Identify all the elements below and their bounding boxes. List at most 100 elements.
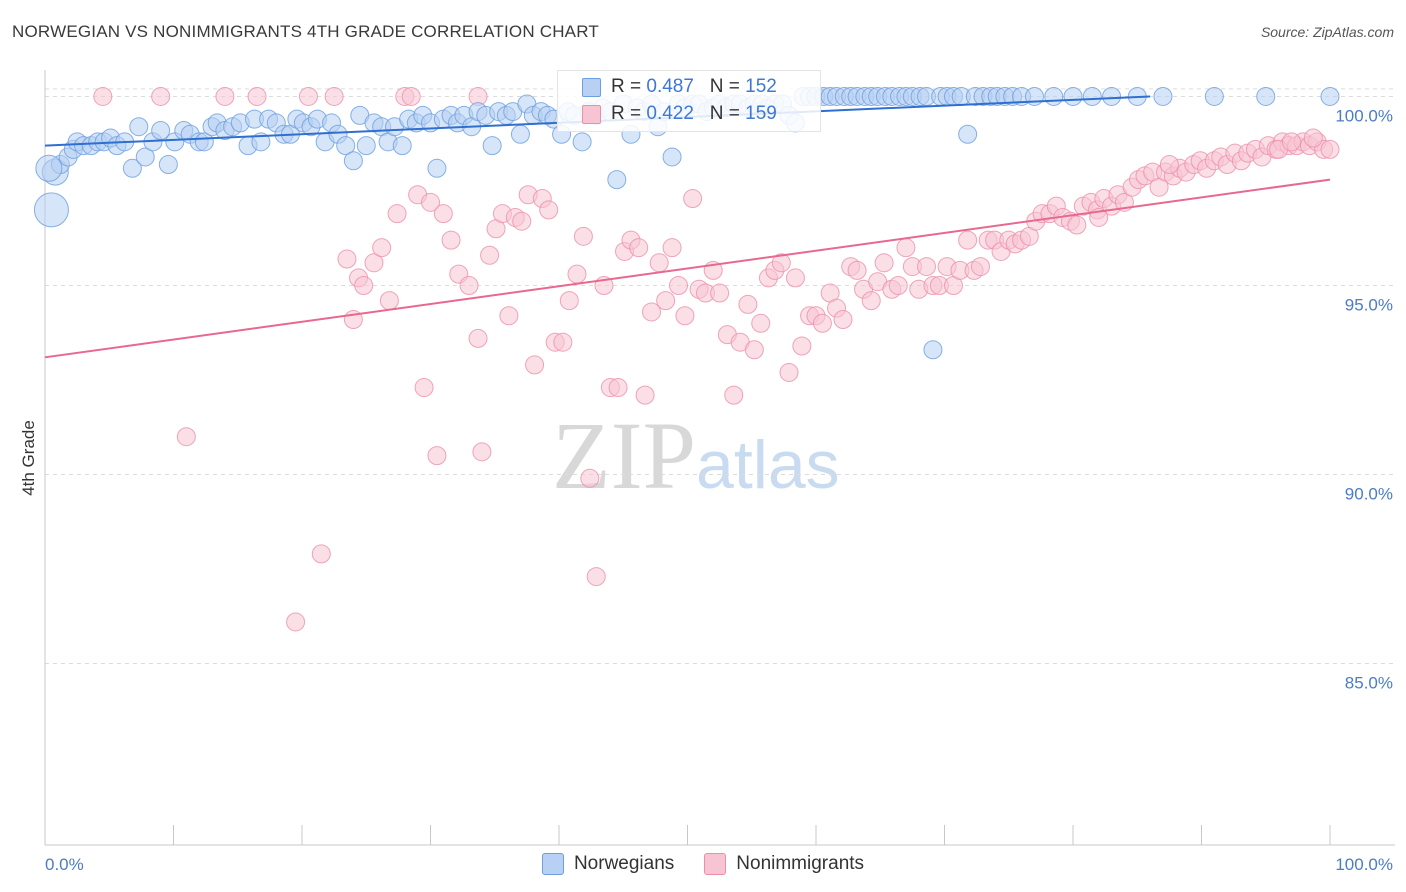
series-legend: Norwegians Nonimmigrants	[0, 852, 1406, 876]
legend-swatch-blue	[582, 77, 601, 97]
nonimmigrant-point	[1067, 215, 1087, 235]
nonimmigrant-point	[710, 283, 730, 303]
nonimmigrant-point	[364, 253, 384, 273]
nonimmigrant-point	[635, 385, 655, 405]
nonimmigrant-point	[93, 86, 113, 106]
zipatlas-watermark: ZIPatlas	[552, 400, 840, 511]
nonimmigrant-point	[354, 275, 374, 295]
norwegian-point	[510, 124, 530, 144]
nonimmigrant-point	[1320, 139, 1340, 159]
nonimmigrant-point	[480, 245, 500, 265]
norwegian-point	[392, 136, 412, 156]
norwegian-point	[662, 147, 682, 167]
nonimmigrant-point	[573, 226, 593, 246]
nonimmigrant-point	[372, 238, 392, 258]
nonimmigrant-point	[387, 204, 407, 224]
nonimmigrant-point	[421, 192, 440, 212]
nonimmigrant-point	[247, 86, 267, 106]
legend-r-label: R =	[611, 103, 642, 124]
legend-label-nonimmigrants: Nonimmigrants	[736, 853, 865, 874]
nonimmigrant-point	[608, 378, 628, 398]
nonimmigrant-point	[379, 291, 399, 311]
nonimmigrant-point	[896, 238, 916, 258]
norwegian-point	[1256, 86, 1276, 106]
nonimmigrant-point	[433, 204, 453, 224]
nonimmigrant-point	[751, 313, 771, 333]
legend-n-label: N =	[709, 103, 740, 124]
y-tick-label: 85.0%	[1345, 674, 1393, 693]
nonimmigrant-point	[324, 86, 344, 106]
norwegian-point	[1082, 86, 1102, 106]
nonimmigrant-point	[888, 275, 908, 295]
y-axis-title: 4th Grade	[19, 420, 38, 496]
nonimmigrant-point	[472, 442, 492, 462]
norwegian-point	[572, 132, 592, 152]
nonimmigrant-point	[468, 328, 488, 348]
norwegian-point	[1153, 86, 1173, 106]
norwegian-point	[607, 170, 627, 190]
norwegian-point	[251, 132, 271, 152]
norwegian-point	[343, 151, 363, 171]
y-tick-label: 90.0%	[1345, 485, 1393, 504]
nonimmigrant-point	[970, 257, 990, 277]
x-tick-label: 0.0%	[45, 855, 84, 874]
nonimmigrant-point	[662, 238, 682, 258]
norwegian-point	[1063, 86, 1083, 106]
nonimmigrant-point	[724, 385, 744, 405]
nonimmigrant-point	[580, 468, 600, 488]
nonimmigrant-point	[298, 86, 318, 106]
nonimmigrant-point	[642, 302, 662, 322]
norwegian-point	[958, 124, 978, 144]
norwegian-point	[482, 136, 502, 156]
nonimmigrant-point	[861, 291, 881, 311]
norwegian-point	[336, 136, 356, 156]
norwegian-point	[1102, 86, 1122, 106]
norwegian-point	[1044, 86, 1064, 106]
legend-row-norwegians: R = 0.487 N = 152	[582, 74, 777, 100]
nonimmigrant-point	[525, 355, 545, 375]
nonimmigrant-point	[744, 340, 764, 360]
nonimmigrant-point	[539, 200, 559, 220]
nonimmigrant-point	[656, 291, 676, 311]
nonimmigrant-point	[567, 264, 587, 284]
legend-swatch-pink	[582, 104, 601, 124]
nonimmigrant-point	[427, 446, 447, 466]
nonimmigrant-point	[812, 313, 832, 333]
nonimmigrant-point	[337, 249, 357, 269]
nonimmigrant-point	[779, 362, 799, 382]
norwegian-point	[356, 136, 376, 156]
nonimmigrant-point	[512, 211, 532, 231]
norwegian-point	[923, 340, 943, 360]
legend-n-value: 159	[745, 103, 777, 124]
nonimmigrant-point	[669, 275, 689, 295]
nonimmigrant-point	[917, 257, 937, 277]
legend-label-norwegians: Norwegians	[573, 853, 675, 874]
norwegian-point	[1320, 86, 1340, 106]
nonimmigrant-point	[1159, 155, 1179, 175]
nonimmigrant-point	[459, 275, 479, 295]
nonimmigrant-point	[1303, 128, 1323, 148]
nonimmigrant-point	[958, 230, 978, 250]
nonimmigrant-point	[553, 332, 573, 352]
norwegian-point	[1204, 86, 1224, 106]
nonimmigrant-point	[1281, 132, 1301, 152]
legend-row-nonimmigrants: R = 0.422 N = 159	[582, 101, 777, 127]
nonimmigrant-point	[629, 238, 649, 258]
legend-r-label: R =	[611, 76, 642, 97]
nonimmigrant-point	[499, 306, 519, 326]
legend-item-norwegians[interactable]: Norwegians	[541, 853, 675, 875]
nonimmigrant-point	[311, 544, 331, 564]
nonimmigrant-point	[441, 230, 461, 250]
y-tick-label: 100.0%	[1335, 106, 1393, 125]
nonimmigrant-point	[151, 86, 171, 106]
nonimmigrant-point	[586, 567, 606, 587]
nonimmigrant-point	[559, 291, 579, 311]
legend-r-value: 0.422	[646, 103, 694, 124]
norwegian-point	[35, 154, 63, 182]
legend-swatch-blue	[541, 853, 564, 875]
nonimmigrant-point	[785, 268, 805, 288]
nonimmigrant-point	[414, 378, 434, 398]
nonimmigrant-point	[738, 294, 758, 314]
legend-item-nonimmigrants[interactable]: Nonimmigrants	[704, 853, 864, 875]
chart-source: Source: ZipAtlas.com	[1260, 24, 1394, 40]
